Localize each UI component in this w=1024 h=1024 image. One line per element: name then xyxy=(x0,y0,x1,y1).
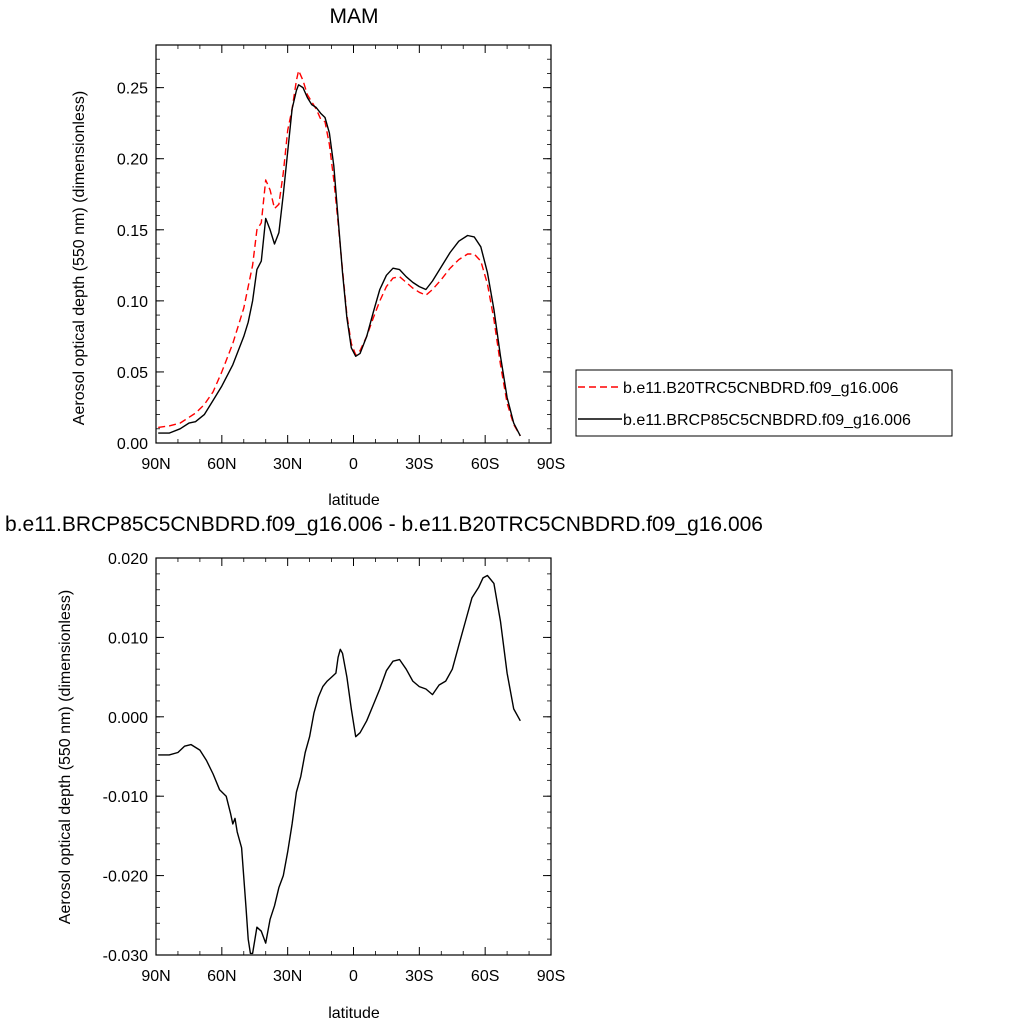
x-tick-label: 30S xyxy=(405,456,433,473)
x-axis-label: latitude xyxy=(328,1005,380,1022)
y-tick-label: 0.20 xyxy=(117,152,148,169)
x-axis-ticks: 90N 60N 30N 0 30S 60S 90S xyxy=(141,558,565,985)
y-tick-label: 0.000 xyxy=(108,710,148,727)
top-panel: MAM 0.00 0.05 0.10 0.15 0.20 0.25 90N 60N 30N 0 3… xyxy=(71,5,953,509)
series-line-1 xyxy=(158,69,521,437)
x-tick-label: 30S xyxy=(405,968,433,985)
y-tick-label: 0.25 xyxy=(117,81,148,98)
y-tick-label: 0.020 xyxy=(108,551,148,568)
x-tick-label: 90N xyxy=(141,456,170,473)
x-tick-label: 60N xyxy=(207,968,236,985)
y-tick-label: 0.10 xyxy=(117,294,148,311)
y-tick-label: -0.030 xyxy=(103,948,148,965)
y-tick-label: -0.020 xyxy=(103,869,148,886)
x-tick-label: 60S xyxy=(471,456,499,473)
legend-label-1: b.e11.B20TRC5CNBDRD.f09_g16.006 xyxy=(623,380,899,397)
plot-area-frame xyxy=(155,557,552,956)
y-tick-label: 0.010 xyxy=(108,630,148,647)
y-tick-label: -0.010 xyxy=(103,789,148,806)
legend-box xyxy=(575,369,953,437)
y-axis-ticks: -0.030 -0.020 -0.010 0.000 0.010 0.020 xyxy=(103,551,551,965)
y-tick-label: 0.15 xyxy=(117,223,148,240)
y-tick-label: 0.00 xyxy=(117,436,148,453)
y-axis-ticks: 0.00 0.05 0.10 0.15 0.20 0.25 xyxy=(117,44,551,453)
plot-area-frame xyxy=(155,44,552,444)
x-tick-label: 90S xyxy=(537,456,565,473)
x-axis-label: latitude xyxy=(328,492,380,509)
series-line-2 xyxy=(158,84,521,437)
x-tick-label: 60S xyxy=(471,968,499,985)
series-lines xyxy=(158,574,521,955)
legend: b.e11.B20TRC5CNBDRD.f09_g16.006 b.e11.BR… xyxy=(575,369,953,437)
legend-label-2: b.e11.BRCP85C5CNBDRD.f09_g16.006 xyxy=(623,412,911,429)
x-tick-label: 0 xyxy=(349,456,358,473)
x-tick-label: 90N xyxy=(141,968,170,985)
y-axis-label: Aerosol optical depth (550 nm) (dimensio… xyxy=(71,91,88,425)
x-tick-label: 0 xyxy=(349,968,358,985)
x-tick-label: 30N xyxy=(273,968,302,985)
series-line-1 xyxy=(158,574,521,955)
bottom-panel: b.e11.BRCP85C5CNBDRD.f09_g16.006 - b.e11… xyxy=(5,513,763,1022)
x-axis-ticks: 90N 60N 30N 0 30S 60S 90S xyxy=(141,45,565,473)
series-lines xyxy=(158,69,521,437)
x-tick-label: 90S xyxy=(537,968,565,985)
chart-title: b.e11.BRCP85C5CNBDRD.f09_g16.006 - b.e11… xyxy=(5,513,763,536)
y-axis-label: Aerosol optical depth (550 nm) (dimensio… xyxy=(57,590,74,924)
chart-title: MAM xyxy=(330,5,379,28)
x-tick-label: 60N xyxy=(207,456,236,473)
x-tick-label: 30N xyxy=(273,456,302,473)
y-tick-label: 0.05 xyxy=(117,365,148,382)
